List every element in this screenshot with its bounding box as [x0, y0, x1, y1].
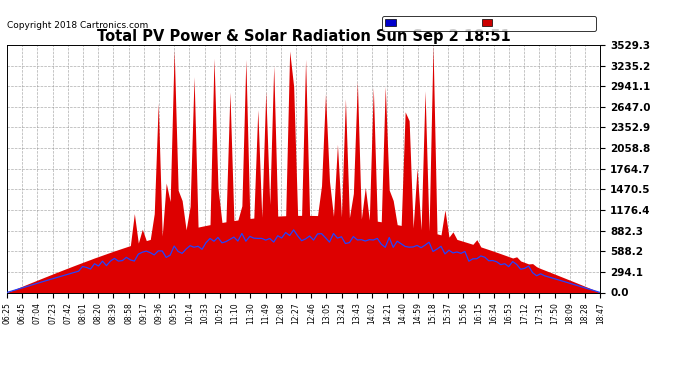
Title: Total PV Power & Solar Radiation Sun Sep 2 18:51: Total PV Power & Solar Radiation Sun Sep…: [97, 29, 511, 44]
Legend: Radiation  (w/m2), PV Panels  (DC Watts): Radiation (w/m2), PV Panels (DC Watts): [382, 16, 595, 30]
Text: Copyright 2018 Cartronics.com: Copyright 2018 Cartronics.com: [7, 21, 148, 30]
